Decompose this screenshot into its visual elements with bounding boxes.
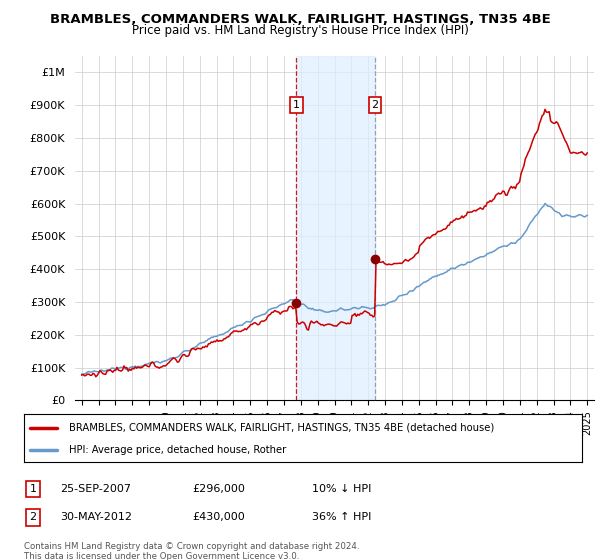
Text: 2: 2	[371, 100, 379, 110]
Text: £430,000: £430,000	[192, 512, 245, 522]
Bar	[296, 56, 375, 400]
Text: Price paid vs. HM Land Registry's House Price Index (HPI): Price paid vs. HM Land Registry's House …	[131, 24, 469, 36]
Text: 25-SEP-2007: 25-SEP-2007	[60, 484, 131, 494]
Text: Contains HM Land Registry data © Crown copyright and database right 2024.
This d: Contains HM Land Registry data © Crown c…	[24, 542, 359, 560]
Text: HPI: Average price, detached house, Rother: HPI: Average price, detached house, Roth…	[68, 445, 286, 455]
Text: 1: 1	[29, 484, 37, 494]
Text: 30-MAY-2012: 30-MAY-2012	[60, 512, 132, 522]
Text: £296,000: £296,000	[192, 484, 245, 494]
Text: 10% ↓ HPI: 10% ↓ HPI	[312, 484, 371, 494]
Text: BRAMBLES, COMMANDERS WALK, FAIRLIGHT, HASTINGS, TN35 4BE (detached house): BRAMBLES, COMMANDERS WALK, FAIRLIGHT, HA…	[68, 423, 494, 433]
Text: BRAMBLES, COMMANDERS WALK, FAIRLIGHT, HASTINGS, TN35 4BE: BRAMBLES, COMMANDERS WALK, FAIRLIGHT, HA…	[50, 13, 550, 26]
Text: 1: 1	[293, 100, 300, 110]
Text: 36% ↑ HPI: 36% ↑ HPI	[312, 512, 371, 522]
Text: 2: 2	[29, 512, 37, 522]
